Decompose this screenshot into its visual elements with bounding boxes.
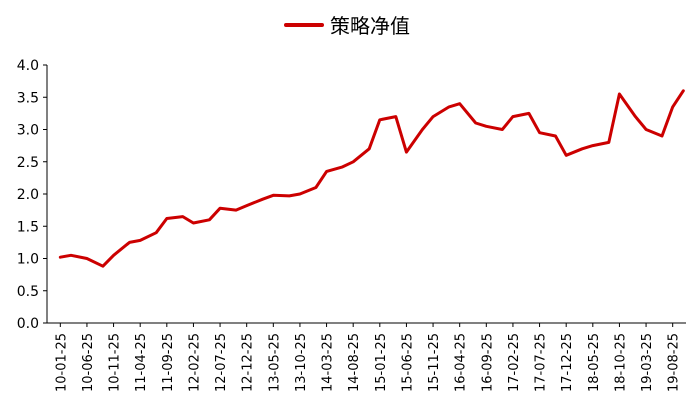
x-tick-label: 12-07-25 (214, 333, 229, 392)
x-tick-label: 10-06-25 (81, 333, 96, 392)
x-tick-label: 17-02-25 (507, 333, 522, 392)
x-tick-label: 15-06-25 (400, 333, 415, 392)
x-tick-label: 17-12-25 (560, 333, 575, 392)
x-tick-label: 11-04-25 (134, 333, 149, 392)
y-tick-label: 1.0 (17, 252, 39, 268)
x-tick-label: 12-12-25 (241, 333, 256, 392)
x-tick-label: 12-02-25 (187, 333, 202, 392)
x-tick-label: 15-01-25 (374, 333, 389, 392)
legend: 策略净值 (284, 10, 410, 39)
series-line (58, 89, 685, 268)
y-tick-label: 0.5 (17, 284, 39, 300)
x-tick-label: 13-05-25 (267, 333, 282, 392)
axes: 0.0 0.5 1.0 1.5 2.0 2.5 3.0 3.5 4.0 10-01-25 10-06… (17, 58, 686, 392)
x-tick-label: 11-09-25 (161, 333, 176, 392)
x-tick-label: 19-08-25 (667, 333, 682, 392)
y-tick-label: 3.5 (17, 90, 39, 106)
y-tick-label: 4.0 (17, 58, 39, 74)
x-tick-label: 19-03-25 (640, 333, 655, 392)
x-tick-label: 10-01-25 (54, 333, 69, 392)
x-tick-label: 18-10-25 (613, 333, 628, 392)
legend-swatch (284, 22, 324, 27)
legend-label: 策略净值 (330, 14, 410, 38)
x-tick-label: 14-03-25 (321, 333, 336, 392)
x-tick-label: 14-08-25 (347, 333, 362, 392)
x-tick-label: 16-09-25 (480, 333, 495, 392)
x-tick-label: 15-11-25 (427, 333, 442, 392)
x-tick-label: 16-04-25 (454, 333, 469, 392)
x-tick-label: 10-11-25 (108, 333, 123, 392)
y-tick-label: 3.0 (17, 123, 39, 139)
y-tick-label: 1.5 (17, 219, 39, 235)
x-tick-label: 17-07-25 (534, 333, 549, 392)
y-tick-label: 2.5 (17, 155, 39, 171)
x-tick-label: 18-05-25 (587, 333, 602, 392)
x-tick-label: 13-10-25 (294, 333, 309, 392)
series-group (58, 89, 685, 268)
y-tick-label: 2.0 (17, 187, 39, 203)
y-tick-label: 0.0 (17, 316, 39, 332)
